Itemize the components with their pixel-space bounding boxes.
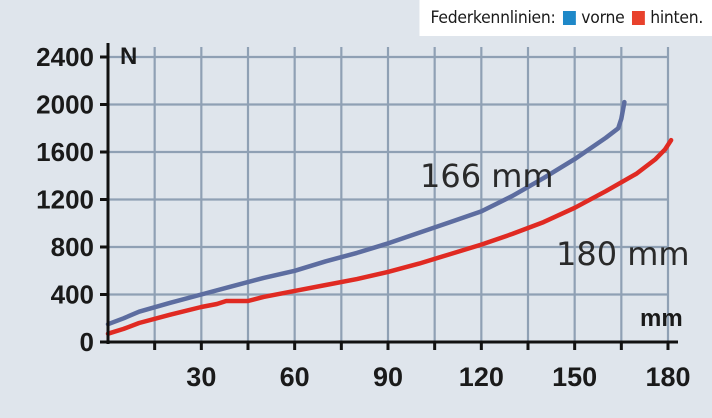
series-annotation-vorne: 166 mm [420,157,554,195]
series-annotation-hinten: 180 mm [556,235,690,273]
series-layer [105,99,674,336]
axis-labels: 0 400 800 1200 1600 2000 2400 30 60 90 120 150 180 [36,42,690,392]
legend: Federkennlinien: vorne hinten. [419,0,712,36]
x-tick-label: 90 [373,362,403,392]
y-tick-label: 400 [51,280,94,310]
legend-swatch-hinten [631,11,645,25]
legend-label-vorne: vorne [581,8,625,28]
x-tick-label: 120 [459,362,504,392]
y-axis-unit-label: N [120,43,137,70]
legend-entry-hinten: hinten. [631,8,703,28]
y-tick-label: 1200 [36,185,94,215]
series-line-vorne [105,99,627,327]
y-tick-label: 2400 [36,42,94,72]
legend-swatch-vorne [562,11,576,25]
y-tick-label: 1600 [36,137,94,167]
x-tick-label: 60 [280,362,310,392]
x-tick-label: 180 [645,362,690,392]
legend-entry-vorne: vorne [562,8,625,28]
series-line-hinten [105,137,674,336]
x-tick-label: 150 [552,362,597,392]
x-axis-unit-label: mm [640,305,683,332]
legend-label-hinten: hinten. [649,8,703,28]
y-tick-label: 800 [51,232,94,262]
legend-title: Federkennlinien: [430,8,556,28]
grid [108,47,670,342]
x-tick-label: 30 [186,362,216,392]
y-tick-label: 0 [80,327,94,357]
axes [100,43,678,350]
y-tick-label: 2000 [36,90,94,120]
